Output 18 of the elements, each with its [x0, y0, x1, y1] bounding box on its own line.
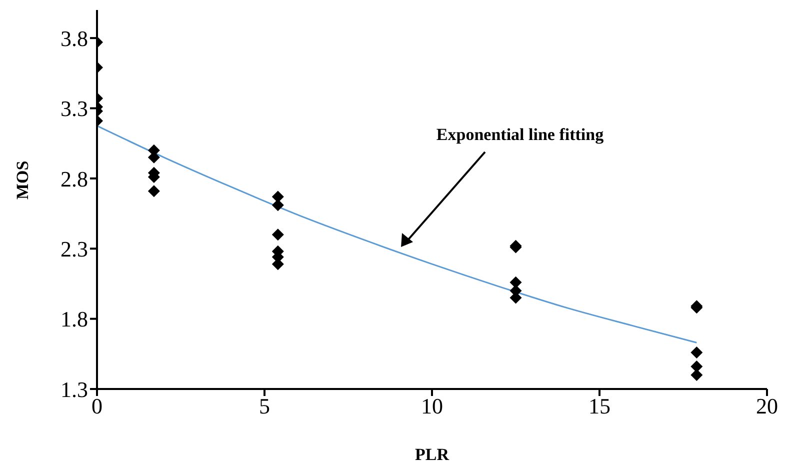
x-axis-title: PLR: [415, 445, 450, 464]
x-tick-label: 5: [259, 394, 270, 419]
point: [272, 199, 284, 212]
x-tick-label: 15: [588, 394, 610, 419]
y-tick-label: 1.3: [60, 376, 88, 402]
point: [148, 185, 160, 198]
y-tick-label: 1.8: [60, 306, 88, 332]
y-axis-title: MOS: [13, 160, 32, 200]
annotation: Exponential line fitting: [435, 125, 605, 145]
point: [690, 346, 703, 359]
y-tick-label: 2.8: [60, 166, 88, 192]
x-tick-label: 20: [756, 394, 778, 419]
x-tick-label: 10: [421, 394, 443, 419]
point: [272, 228, 284, 241]
y-tick-label: 3.3: [60, 96, 88, 122]
x-tick-label: 0: [92, 394, 102, 419]
y-tick-label: 3.8: [60, 26, 88, 51]
y-tick-label: 2.3: [60, 236, 88, 262]
